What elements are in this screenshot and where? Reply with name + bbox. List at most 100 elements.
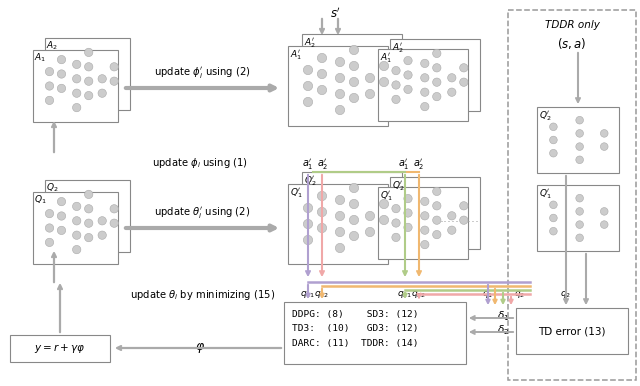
Circle shape [447,88,456,96]
Circle shape [460,216,468,224]
Circle shape [420,240,429,249]
Text: $\delta_1$: $\delta_1$ [497,309,509,323]
Circle shape [404,223,412,232]
Circle shape [433,201,441,210]
Text: TD error (13): TD error (13) [538,326,605,336]
Circle shape [45,96,54,105]
Bar [516,308,628,354]
Text: ..........: .......... [440,212,480,225]
Circle shape [110,205,118,213]
Circle shape [433,92,441,101]
Circle shape [72,217,81,225]
Circle shape [335,243,344,253]
Circle shape [447,212,456,220]
Text: $s'$: $s'$ [330,6,340,20]
Text: $q_{21}$: $q_{21}$ [397,289,413,300]
Circle shape [365,212,374,221]
Text: $Q_1'$: $Q_1'$ [290,186,303,200]
Bar [378,187,468,259]
Circle shape [72,202,81,211]
Circle shape [84,190,93,198]
Bar [33,192,118,264]
Text: $a_1'$: $a_1'$ [398,157,410,172]
Text: $a_1'$: $a_1'$ [302,157,314,172]
Bar [378,49,468,121]
Circle shape [392,233,400,242]
Bar [288,46,388,126]
Text: $A_2$: $A_2$ [47,40,58,52]
Circle shape [380,215,388,225]
Circle shape [303,219,312,229]
Text: $A_2'$: $A_2'$ [304,36,316,49]
Circle shape [72,231,81,239]
Bar [45,180,129,252]
Circle shape [58,56,66,64]
Circle shape [58,70,66,78]
Text: update $\phi_i'$ using (2): update $\phi_i'$ using (2) [154,65,250,80]
Circle shape [550,201,557,208]
Text: $A_2'$: $A_2'$ [392,41,404,54]
Text: $q_{12}$: $q_{12}$ [314,289,330,300]
Circle shape [550,136,557,144]
Circle shape [45,210,54,218]
Text: $\delta_2$: $\delta_2$ [497,323,509,337]
Circle shape [420,59,429,68]
Circle shape [550,149,557,157]
Circle shape [576,234,584,242]
Circle shape [303,81,312,91]
Circle shape [349,215,358,225]
Text: update $\phi_i$ using (1): update $\phi_i$ using (1) [152,156,248,170]
Text: $Q_1'$: $Q_1'$ [539,187,552,201]
Bar [284,302,466,364]
Circle shape [84,48,93,57]
Circle shape [72,245,81,254]
Circle shape [45,224,54,232]
Circle shape [404,195,412,203]
Circle shape [460,78,468,86]
Circle shape [380,77,388,86]
Circle shape [576,195,584,202]
Circle shape [45,82,54,90]
Circle shape [550,214,557,222]
Circle shape [110,77,118,85]
Circle shape [317,191,326,201]
Circle shape [600,221,608,229]
Circle shape [600,143,608,151]
Circle shape [576,208,584,215]
Circle shape [600,208,608,215]
Text: $q_1$: $q_1$ [483,289,493,300]
Circle shape [433,230,441,239]
Text: $Q_1$: $Q_1$ [35,194,47,207]
Bar [288,184,388,264]
Circle shape [72,103,81,112]
Text: $q_{22}$: $q_{22}$ [412,289,427,300]
Circle shape [576,143,584,151]
Circle shape [349,183,358,193]
Circle shape [317,69,326,79]
Circle shape [84,234,93,242]
Circle shape [58,226,66,235]
Circle shape [45,238,54,247]
Text: $Q_1'$: $Q_1'$ [380,189,392,203]
Circle shape [72,89,81,97]
Circle shape [72,74,81,83]
Text: $A_1$: $A_1$ [35,52,47,64]
Circle shape [550,123,557,130]
Text: $y = r + \gamma\varphi$: $y = r + \gamma\varphi$ [35,342,86,355]
Circle shape [349,77,358,86]
Circle shape [335,58,344,67]
Text: update $\theta_i$ by minimizing (15): update $\theta_i$ by minimizing (15) [130,288,275,302]
Circle shape [317,207,326,217]
Circle shape [447,226,456,234]
Text: $Q_2'$: $Q_2'$ [539,109,552,122]
Text: TD3:  (10)   GD3: (12): TD3: (10) GD3: (12) [292,324,419,333]
Circle shape [365,90,374,99]
Circle shape [420,88,429,96]
Circle shape [349,93,358,103]
Circle shape [365,227,374,237]
Text: $q_2$: $q_2$ [561,289,572,300]
Circle shape [380,61,388,71]
Circle shape [433,64,441,72]
Text: $Q_2'$: $Q_2'$ [392,179,404,193]
Text: update $\theta_i'$ using (2): update $\theta_i'$ using (2) [154,205,250,220]
